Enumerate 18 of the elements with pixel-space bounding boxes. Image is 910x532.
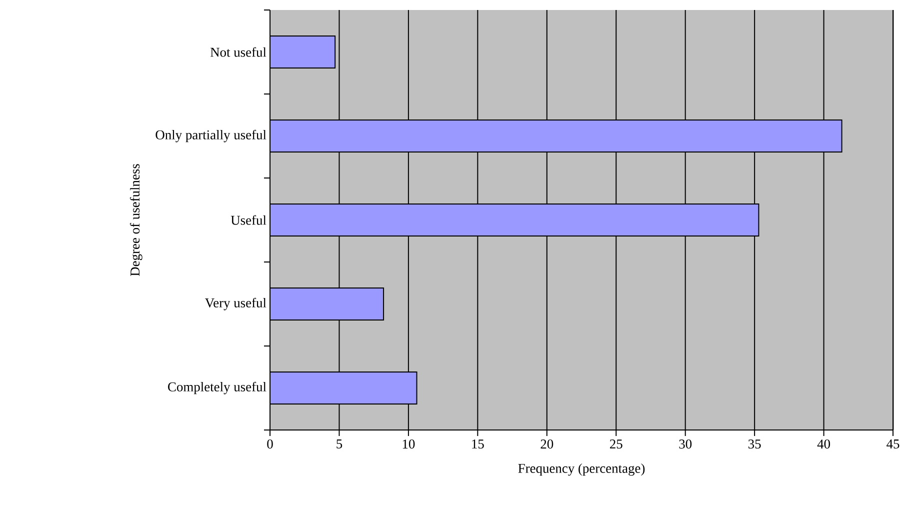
x-tick-label: 20 bbox=[540, 440, 554, 449]
x-tick-label: 10 bbox=[402, 440, 415, 449]
x-tick-label: 5 bbox=[336, 440, 342, 448]
y-tick-label: Completely useful bbox=[168, 382, 266, 394]
x-axis-title: Frequency (percentage) bbox=[518, 463, 645, 476]
y-tick-label: Very useful bbox=[205, 298, 266, 310]
y-tick-label: Only partially useful bbox=[156, 130, 266, 142]
y-tick-label: Useful bbox=[230, 215, 266, 225]
x-tick-label: 25 bbox=[610, 440, 622, 449]
x-tick-label: 45 bbox=[886, 440, 900, 448]
x-tick-label: 0 bbox=[267, 440, 273, 449]
y-axis-title: Degree of usefulness bbox=[130, 164, 142, 276]
bar bbox=[270, 36, 336, 68]
x-tick-label: 35 bbox=[748, 440, 761, 449]
y-tick-label: Not useful bbox=[210, 47, 266, 57]
x-tick-label: 15 bbox=[472, 440, 484, 449]
x-tick-label: 30 bbox=[679, 440, 692, 449]
x-tick-label: 40 bbox=[817, 440, 830, 449]
